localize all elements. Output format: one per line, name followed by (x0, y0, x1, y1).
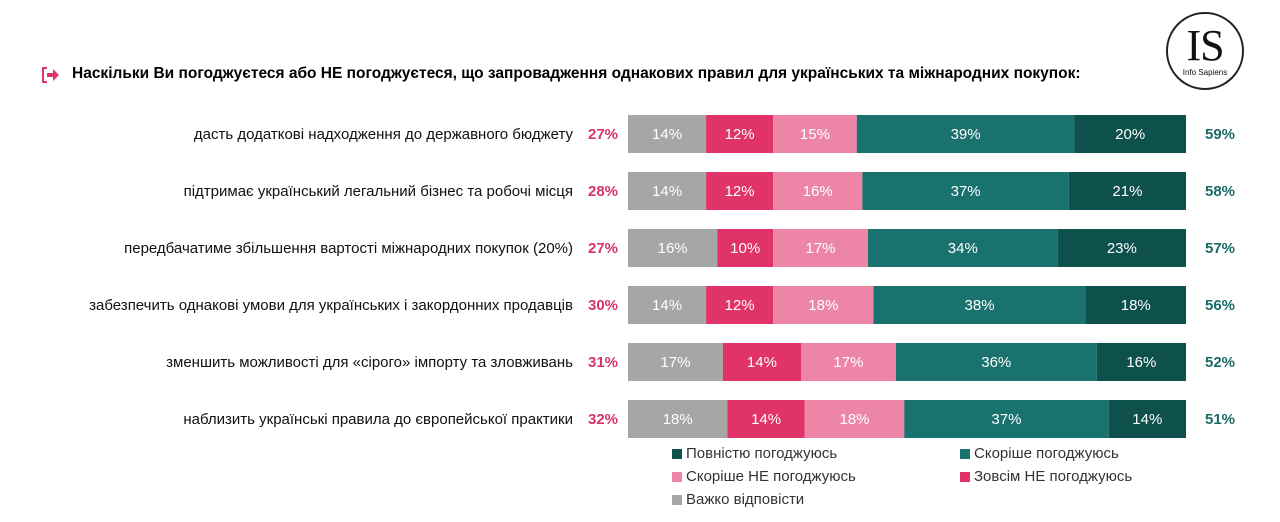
data-label: 18% (839, 411, 869, 428)
bar-segment-hard-to-say (628, 343, 723, 381)
data-label: 14% (652, 183, 682, 200)
legend-swatch (672, 495, 682, 505)
agree-total-label: 52% (1205, 354, 1235, 371)
disagree-total-label: 28% (588, 183, 618, 200)
data-label: 34% (948, 240, 978, 257)
agree-total-label: 57% (1205, 240, 1235, 257)
disagree-total-label: 30% (588, 297, 618, 314)
agree-total-label: 58% (1205, 183, 1235, 200)
bar-segment-hard-to-say (628, 172, 707, 210)
bar-segment-fully-disagree (722, 343, 801, 381)
data-label: 12% (725, 183, 755, 200)
legend-item: Зовсім НЕ погоджуюсь (960, 467, 1132, 487)
legend-item: Скоріше НЕ погоджуюсь (672, 467, 856, 487)
data-label: 14% (652, 297, 682, 314)
data-label: 21% (1112, 183, 1142, 200)
bar-segment-rather-disagree (773, 115, 857, 153)
bar-segment-fully-disagree (706, 115, 774, 153)
logo-mark: IS (1186, 21, 1224, 70)
bar-segment-hard-to-say (628, 229, 718, 267)
data-label: 14% (1132, 411, 1162, 428)
legend-label: Важко відповісти (686, 491, 805, 508)
legend-swatch (672, 472, 682, 482)
bar-segment-hard-to-say (628, 286, 707, 324)
bar-segment-fully-agree (1085, 286, 1186, 324)
info-sapiens-logo: IS Info Sapiens (1166, 12, 1244, 90)
disagree-total-label: 27% (588, 240, 618, 257)
legend-label: Повністю погоджуюсь (686, 445, 838, 462)
bar-segment-rather-disagree (773, 172, 863, 210)
logo-subtitle: Info Sapiens (1182, 68, 1228, 77)
data-label: 17% (805, 240, 835, 257)
legend-swatch (960, 449, 970, 459)
bar-segment-rather-disagree (773, 229, 868, 267)
bar-segment-rather-disagree (804, 400, 905, 438)
agree-total-label: 59% (1205, 126, 1235, 143)
data-label: 20% (1115, 126, 1145, 143)
category-label: забезпечить однакові умови для українськ… (89, 297, 573, 314)
data-label: 18% (808, 297, 838, 314)
category-label: підтримає український легальний бізнес т… (184, 183, 573, 200)
data-label: 16% (803, 183, 833, 200)
category-label: передбачатиме збільшення вартості міжнар… (124, 240, 573, 257)
legend-swatch (960, 472, 970, 482)
data-label: 15% (800, 126, 830, 143)
data-label: 39% (951, 126, 981, 143)
agree-total-label: 51% (1205, 411, 1235, 428)
legend-label: Скоріше погоджуюсь (974, 445, 1119, 462)
stacked-bar-chart: дасть додаткові надходження до державног… (89, 115, 1235, 438)
legend-label: Скоріше НЕ погоджуюсь (686, 468, 856, 485)
bar-segment-fully-disagree (706, 286, 774, 324)
bar-segment-fully-agree (1068, 172, 1186, 210)
disagree-total-label: 31% (588, 354, 618, 371)
data-label: 12% (725, 297, 755, 314)
data-label: 37% (951, 183, 981, 200)
disagree-total-label: 27% (588, 126, 618, 143)
bar-segment-rather-agree (873, 286, 1086, 324)
legend-item: Скоріше погоджуюсь (960, 444, 1119, 464)
data-label: 38% (965, 297, 995, 314)
category-label: зменшить можливості для «сірого» імпорту… (166, 354, 573, 371)
bar-segment-fully-agree (1074, 115, 1186, 153)
data-label: 18% (1121, 297, 1151, 314)
legend-item: Важко відповісти (672, 490, 804, 510)
data-label: 18% (663, 411, 693, 428)
data-label: 17% (660, 354, 690, 371)
data-label: 36% (981, 354, 1011, 371)
bar-segment-hard-to-say (628, 400, 728, 438)
legend-item: Повністю погоджуюсь (672, 444, 837, 464)
data-label: 37% (991, 411, 1021, 428)
data-label: 14% (751, 411, 781, 428)
bar-segment-rather-disagree (800, 343, 896, 381)
data-label: 12% (725, 126, 755, 143)
bar-segment-fully-agree (1108, 400, 1186, 438)
bar-segment-rather-agree (867, 229, 1058, 267)
bar-segment-rather-agree (895, 343, 1097, 381)
bar-segment-rather-disagree (773, 286, 874, 324)
category-label: наблизить українські правила до європейс… (183, 411, 573, 428)
agree-total-label: 56% (1205, 297, 1235, 314)
category-label: дасть додаткові надходження до державног… (194, 126, 574, 143)
legend-label: Зовсім НЕ погоджуюсь (974, 468, 1133, 485)
bar-segment-fully-agree (1096, 343, 1186, 381)
data-label: 10% (730, 240, 760, 257)
arrow-right-icon (42, 67, 59, 83)
disagree-total-label: 32% (588, 411, 618, 428)
bar-segment-fully-agree (1057, 229, 1186, 267)
bar-segment-fully-disagree (727, 400, 805, 438)
bar-segment-fully-disagree (717, 229, 774, 267)
bar-segment-fully-disagree (706, 172, 774, 210)
data-label: 14% (652, 126, 682, 143)
bar-segment-hard-to-say (628, 115, 707, 153)
data-label: 16% (658, 240, 688, 257)
data-label: 23% (1107, 240, 1137, 257)
data-label: 17% (833, 354, 863, 371)
data-label: 14% (747, 354, 777, 371)
data-label: 16% (1126, 354, 1156, 371)
bar-segment-rather-agree (856, 115, 1075, 153)
legend-swatch (672, 449, 682, 459)
bar-segment-rather-agree (904, 400, 1109, 438)
bar-segment-rather-agree (862, 172, 1069, 210)
question-title: Наскільки Ви погоджуєтеся або НЕ погоджу… (72, 65, 1081, 82)
